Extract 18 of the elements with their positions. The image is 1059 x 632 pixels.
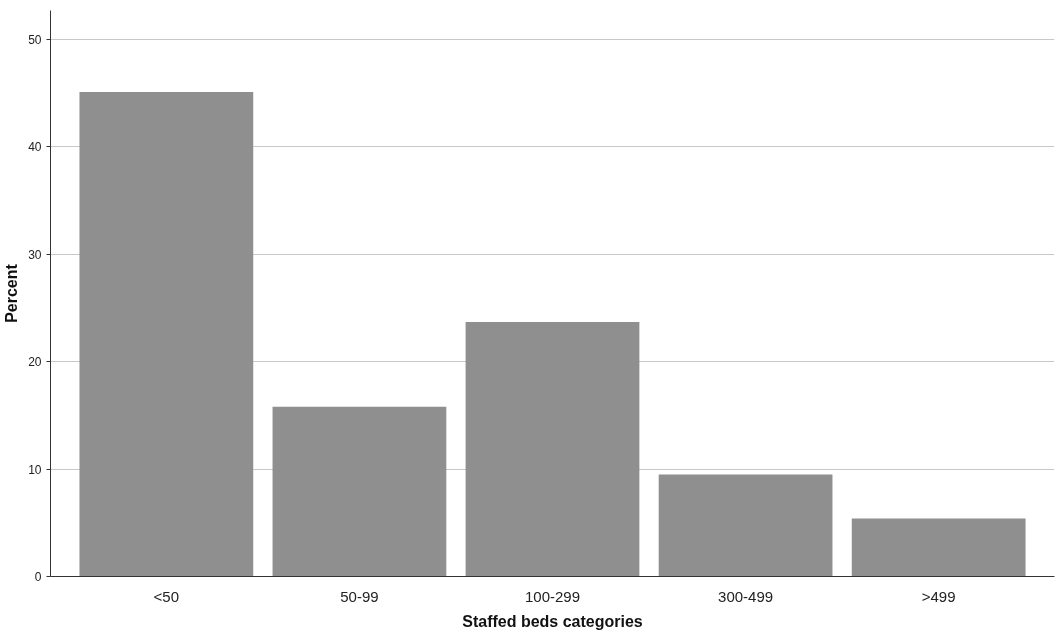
x-tick-label: 300-499 [718,587,774,605]
y-tick-label: 50 [28,33,42,47]
y-tick-label: 40 [28,140,42,155]
x-axis-title: Staffed beds categories [462,612,643,630]
x-tick-label: >499 [921,587,956,605]
bar [272,406,447,577]
x-tick-label: <50 [153,587,180,605]
bar [658,474,833,577]
y-tick-label: 0 [34,570,42,584]
x-tick-label: 50-99 [340,587,379,605]
bar [851,518,1026,577]
y-tick-label: 10 [28,462,42,477]
y-axis-title: Percent [3,263,21,323]
bar [465,321,640,577]
y-tick-label: 20 [28,355,42,370]
bar [79,92,254,577]
y-tick-label: 30 [28,247,42,262]
x-tick-label: 100-299 [524,587,581,605]
